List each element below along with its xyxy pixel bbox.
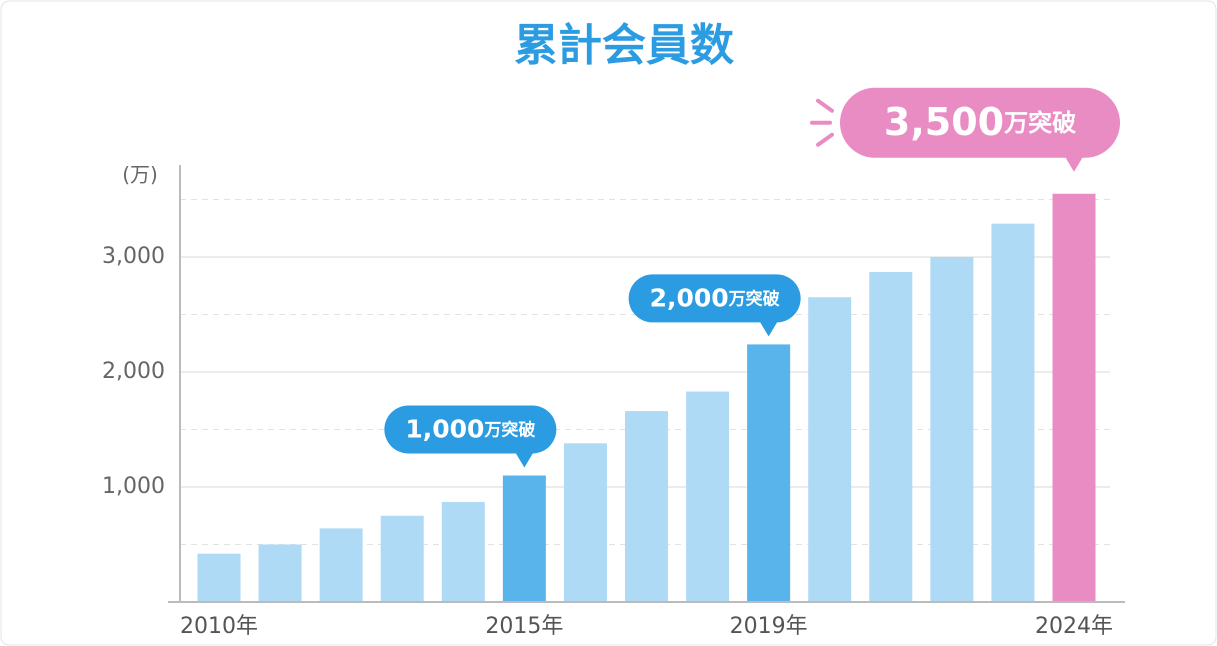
callout-suffix: 万突破 [728, 288, 780, 309]
bar [441, 501, 485, 602]
x-tick-label: 2019年 [730, 614, 808, 639]
x-tick-label: 2015年 [485, 614, 563, 639]
callout-tail [759, 321, 778, 337]
bar [808, 297, 852, 602]
bar [319, 528, 363, 602]
callout-label: 1,000万突破 [405, 415, 535, 444]
callout-label: 3,500万突破 [884, 99, 1076, 143]
sparkle [816, 132, 834, 147]
bar [197, 553, 241, 602]
callout-box [628, 274, 801, 323]
sparkle [816, 98, 834, 113]
bar [869, 271, 913, 602]
bar [625, 411, 668, 602]
callout: 2,000万突破 [628, 274, 801, 337]
callout-label: 2,000万突破 [650, 283, 780, 312]
y-tick-label: 1,000 [102, 474, 165, 499]
callout-number: 3,500 [884, 99, 1004, 143]
callout-box [384, 405, 557, 454]
y-axis-label: (万) [122, 163, 158, 187]
callout-suffix: 万突破 [1004, 109, 1076, 137]
bar [686, 391, 730, 602]
bar [258, 544, 302, 602]
callout-box [840, 87, 1120, 158]
bar [1052, 193, 1096, 602]
bar [930, 257, 974, 602]
bar [380, 515, 424, 602]
callout-tail [1065, 156, 1083, 172]
bar [991, 223, 1035, 602]
bar [563, 443, 607, 602]
callout-tail [515, 452, 534, 468]
bar [502, 475, 546, 602]
y-tick-label: 3,000 [102, 244, 165, 269]
callout: 3,500万突破 [840, 87, 1120, 172]
bar [747, 344, 791, 602]
x-tick-label: 2010年 [180, 614, 258, 639]
y-tick-label: 2,000 [102, 359, 165, 384]
chart-title: 累計会員数 [514, 20, 734, 71]
callout-number: 1,000 [405, 415, 484, 444]
x-tick-label: 2024年 [1035, 614, 1113, 639]
callout-suffix: 万突破 [483, 420, 535, 441]
callout-number: 2,000 [650, 283, 729, 312]
callout: 1,000万突破 [384, 405, 557, 468]
